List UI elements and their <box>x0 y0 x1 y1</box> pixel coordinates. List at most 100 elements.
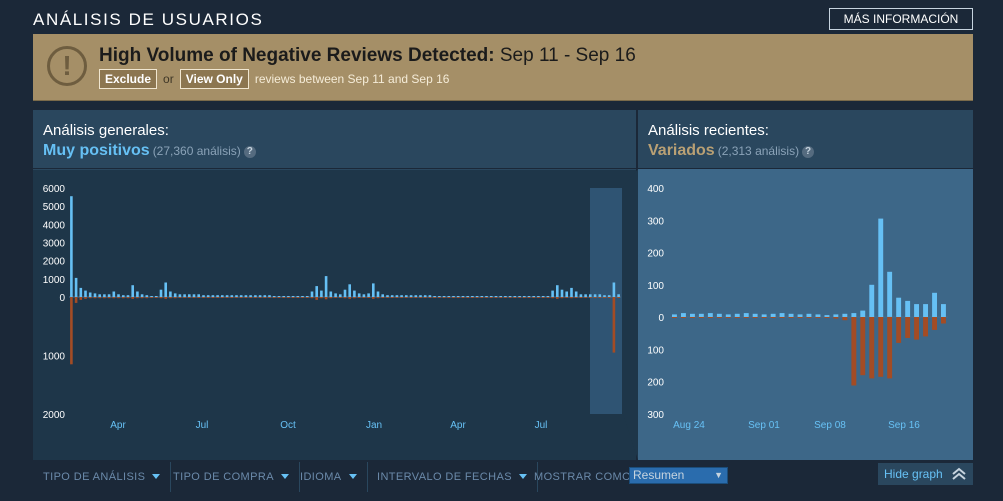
positive-bar <box>887 271 893 317</box>
recent-reviews-chart: 400 300 200 100 0 100 200 300 Aug 24 Sep 01 Sep 08… <box>638 170 973 460</box>
positive-bar <box>192 294 196 297</box>
positive-bar <box>690 313 695 317</box>
negative-bar <box>324 297 328 300</box>
purchase-type-dropdown[interactable]: TIPO DE COMPRA <box>173 462 300 492</box>
positive-bar <box>508 296 512 297</box>
positive-bar <box>570 287 573 297</box>
show-as-select[interactable]: Resumen ▼ <box>629 467 728 484</box>
positive-bar <box>617 294 620 297</box>
y-tick-label: 100 <box>647 345 664 356</box>
positive-bar <box>788 313 794 317</box>
positive-bar <box>400 295 403 297</box>
positive-bar <box>221 295 224 297</box>
y-tick-label: 2000 <box>43 257 66 268</box>
negative-bar <box>480 297 484 298</box>
negative-bar <box>851 317 857 386</box>
negative-bar <box>107 297 111 299</box>
positive-bar <box>216 295 219 297</box>
negative-bar <box>447 297 451 298</box>
negative-bar <box>192 297 196 298</box>
positive-bar <box>842 313 848 317</box>
negative-bar <box>607 297 611 298</box>
positive-bar <box>357 293 361 297</box>
negative-bar <box>896 317 902 343</box>
negative-bar <box>716 317 722 318</box>
date-range-dropdown[interactable]: INTERVALO DE FECHAS <box>377 462 538 492</box>
y-tick-label: 0 <box>658 313 664 324</box>
positive-bar <box>74 277 78 297</box>
positive-bar <box>560 289 564 297</box>
negative-bar <box>376 297 380 299</box>
positive-bar <box>716 313 722 317</box>
page-title: ANÁLISIS DE USUARIOS <box>33 10 264 29</box>
negative-bar <box>523 297 526 298</box>
alert-title-range: Sep 11 - Sep 16 <box>494 45 636 66</box>
negative-bar <box>169 297 172 299</box>
positive-bar <box>452 296 455 297</box>
y-tick-label: 6000 <box>43 184 66 195</box>
negative-bar <box>197 297 200 298</box>
positive-bar <box>612 282 616 297</box>
negative-bar <box>681 317 686 318</box>
view-only-button[interactable]: View Only <box>179 69 249 89</box>
recent-reviews-header: Análisis recientes: Variados (2,313 análi… <box>638 110 973 169</box>
positive-bar <box>140 294 144 297</box>
positive-bar <box>263 295 267 297</box>
selected-range-highlight <box>590 188 622 414</box>
negative-bar <box>235 297 238 298</box>
negative-bar <box>442 297 446 298</box>
positive-bar <box>84 290 87 297</box>
positive-bar <box>428 295 432 297</box>
negative-bar <box>202 297 205 298</box>
y-tick-label: 5000 <box>43 202 66 213</box>
negative-bar <box>272 297 276 298</box>
alert-or-text: or <box>163 72 174 86</box>
review-type-label: TIPO DE ANÁLISIS <box>43 471 146 483</box>
hide-graph-button[interactable]: Hide graph <box>878 463 973 485</box>
positive-bar <box>806 313 812 317</box>
help-icon[interactable]: ? <box>243 146 256 158</box>
positive-bar <box>362 294 366 297</box>
negative-bar <box>98 297 101 299</box>
positive-bar <box>268 295 271 297</box>
negative-bar <box>428 297 432 298</box>
positive-bar <box>372 283 375 297</box>
more-info-button[interactable]: MÁS INFORMACIÓN <box>829 8 973 30</box>
positive-bar <box>480 296 484 297</box>
positive-bar <box>551 290 554 297</box>
negative-bar <box>878 317 884 377</box>
positive-bar <box>112 291 116 297</box>
negative-bar <box>254 297 257 298</box>
positive-bar <box>419 295 422 297</box>
review-type-dropdown[interactable]: TIPO DE ANÁLISIS <box>43 462 172 492</box>
positive-bar <box>565 291 568 297</box>
positive-bar <box>334 293 337 297</box>
positive-bar <box>579 294 583 297</box>
positive-bar <box>598 294 602 297</box>
negative-bar <box>362 297 366 298</box>
positive-bar <box>291 296 295 297</box>
positive-bar <box>324 276 328 297</box>
language-dropdown[interactable]: IDIOMA <box>300 462 368 492</box>
alert-description: reviews between Sep 11 and Sep 16 <box>254 72 450 86</box>
help-icon[interactable]: ? <box>802 146 815 158</box>
dropdown-arrow-icon <box>518 474 527 479</box>
negative-bar <box>603 297 606 298</box>
positive-bar <box>707 313 713 317</box>
positive-bar <box>485 296 488 297</box>
negative-bar <box>268 297 271 298</box>
negative-bar <box>88 297 92 299</box>
negative-bar <box>485 297 488 298</box>
negative-bar <box>126 297 130 299</box>
negative-bar <box>84 297 87 299</box>
y-tick-label: 2000 <box>43 410 66 421</box>
negative-bar <box>504 297 507 298</box>
negative-bar <box>584 297 587 298</box>
negative-bar <box>136 297 139 299</box>
negative-bar <box>499 297 502 298</box>
exclamation-icon: ! <box>47 46 87 86</box>
negative-bar <box>452 297 455 298</box>
exclude-button[interactable]: Exclude <box>99 69 158 89</box>
positive-bar <box>211 295 215 297</box>
negative-bar <box>494 297 498 298</box>
